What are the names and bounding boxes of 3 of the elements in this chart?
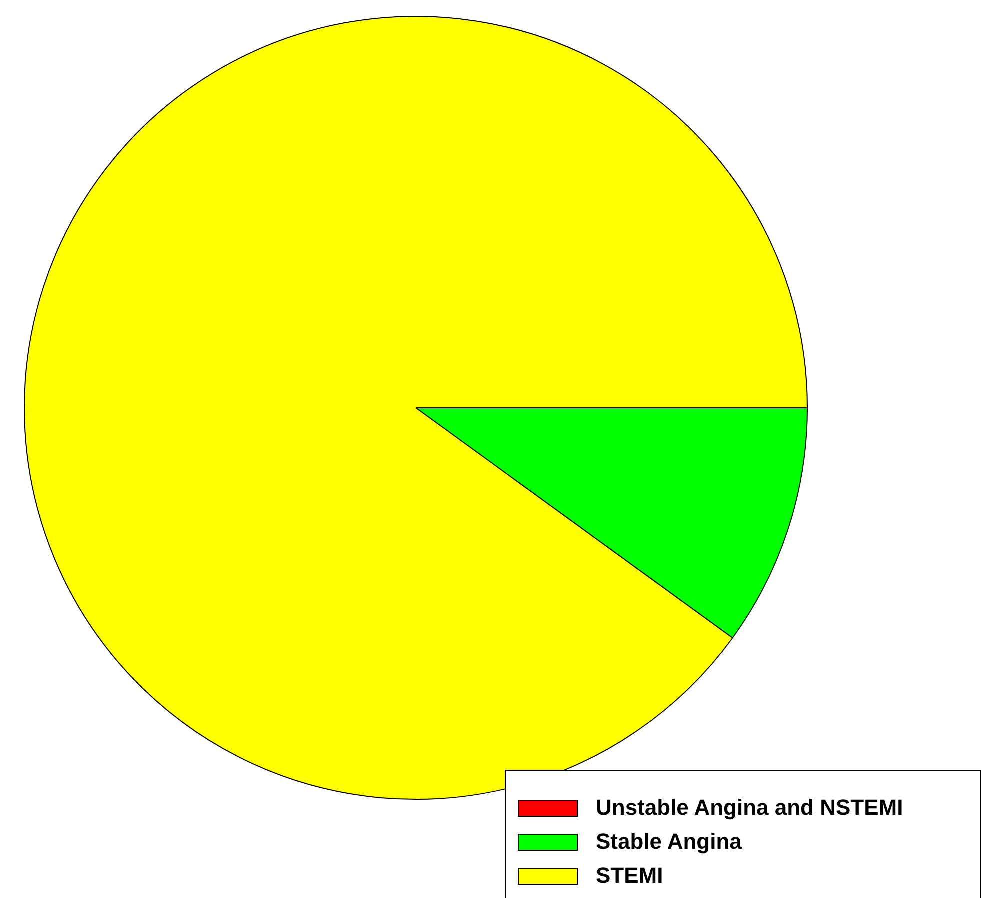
legend-label: Unstable Angina and NSTEMI: [596, 795, 904, 821]
legend-label: Stable Angina: [596, 829, 742, 855]
legend-label: STEMI: [596, 863, 664, 889]
